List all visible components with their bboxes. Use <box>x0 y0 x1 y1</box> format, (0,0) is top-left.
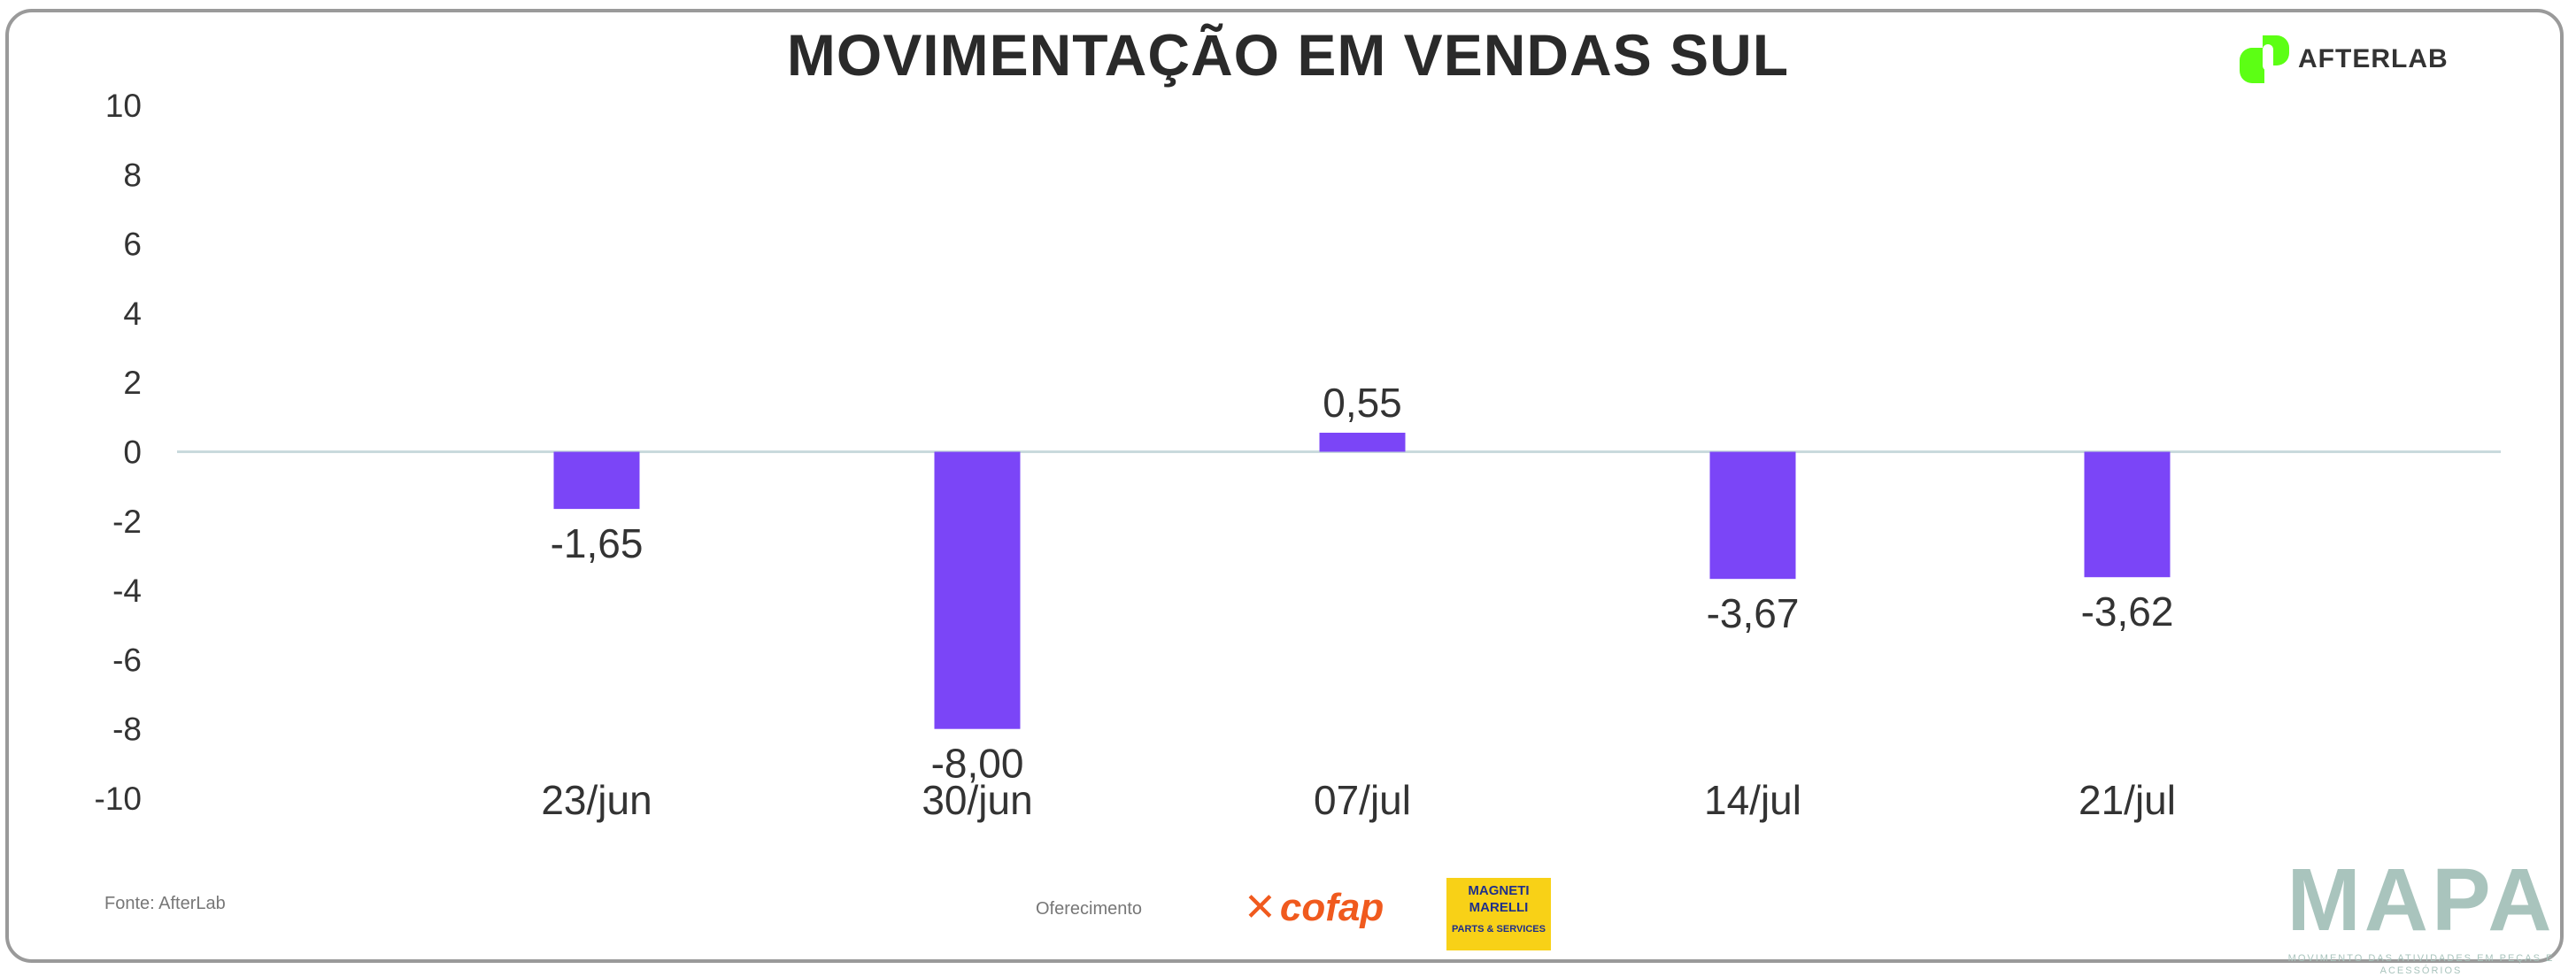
y-tick-label: -10 <box>95 781 142 817</box>
y-tick-label: 6 <box>123 227 142 263</box>
cofap-chevron-icon: ✕ <box>1244 886 1276 929</box>
card-frame <box>5 9 2564 963</box>
data-label: -1,65 <box>551 520 644 566</box>
afterlab-logo-text: AFTERLAB <box>2298 44 2449 73</box>
x-tick-label: 23/jun <box>541 777 652 823</box>
y-tick-label: -2 <box>112 504 142 540</box>
data-label: -3,62 <box>2081 589 2174 635</box>
bar-07-jul <box>1319 432 1406 452</box>
y-tick-label: -4 <box>112 573 142 609</box>
afterlab-logo-icon <box>2240 35 2289 83</box>
magneti-subtitle: PARTS & SERVICES <box>1452 924 1546 935</box>
magneti-line2: MARELLI <box>1469 900 1529 915</box>
mapa-logo-text: MAPA <box>2287 850 2556 950</box>
magneti-marelli-logo: MAGNETI MARELLI PARTS & SERVICES <box>1446 878 1551 950</box>
x-tick-label: 07/jul <box>1314 777 1411 823</box>
cofap-logo: ✕ cofap <box>1244 885 1384 930</box>
mapa-logo: MAPA MOVIMENTO DAS ATIVIDADES EM PEÇAS E… <box>2266 848 2576 977</box>
magneti-line1: MAGNETI <box>1468 883 1530 898</box>
y-tick-label: 4 <box>123 296 142 332</box>
afterlab-logo: AFTERLAB <box>2240 35 2449 83</box>
offered-by-label: Oferecimento <box>1036 899 1143 919</box>
bar-14-jul <box>1709 451 1796 580</box>
y-tick-label: 0 <box>123 435 142 471</box>
y-tick-label: -8 <box>112 712 142 748</box>
x-tick-label: 30/jun <box>922 777 1032 823</box>
x-tick-label: 21/jul <box>2079 777 2176 823</box>
y-tick-label: 2 <box>123 365 142 401</box>
chart-title: MOVIMENTAÇÃO EM VENDAS SUL <box>786 22 1790 88</box>
y-tick-label: -6 <box>112 642 142 678</box>
y-tick-label: 8 <box>123 157 142 193</box>
x-tick-label: 14/jul <box>1704 777 1801 823</box>
data-label: -8,00 <box>931 741 1024 787</box>
source-note: Fonte: AfterLab <box>104 894 226 913</box>
y-tick-label: 10 <box>105 88 142 124</box>
data-label: 0,55 <box>1323 380 1402 426</box>
cofap-logo-text: cofap <box>1279 885 1384 929</box>
mapa-tagline: MOVIMENTO DAS ATIVIDADES EM PEÇAS E ACES… <box>2287 953 2555 976</box>
bar-23-jun <box>553 451 640 510</box>
data-label: -3,67 <box>1707 590 1800 636</box>
bar-21-jul <box>2084 451 2171 578</box>
bar-30-jun <box>934 451 1021 729</box>
